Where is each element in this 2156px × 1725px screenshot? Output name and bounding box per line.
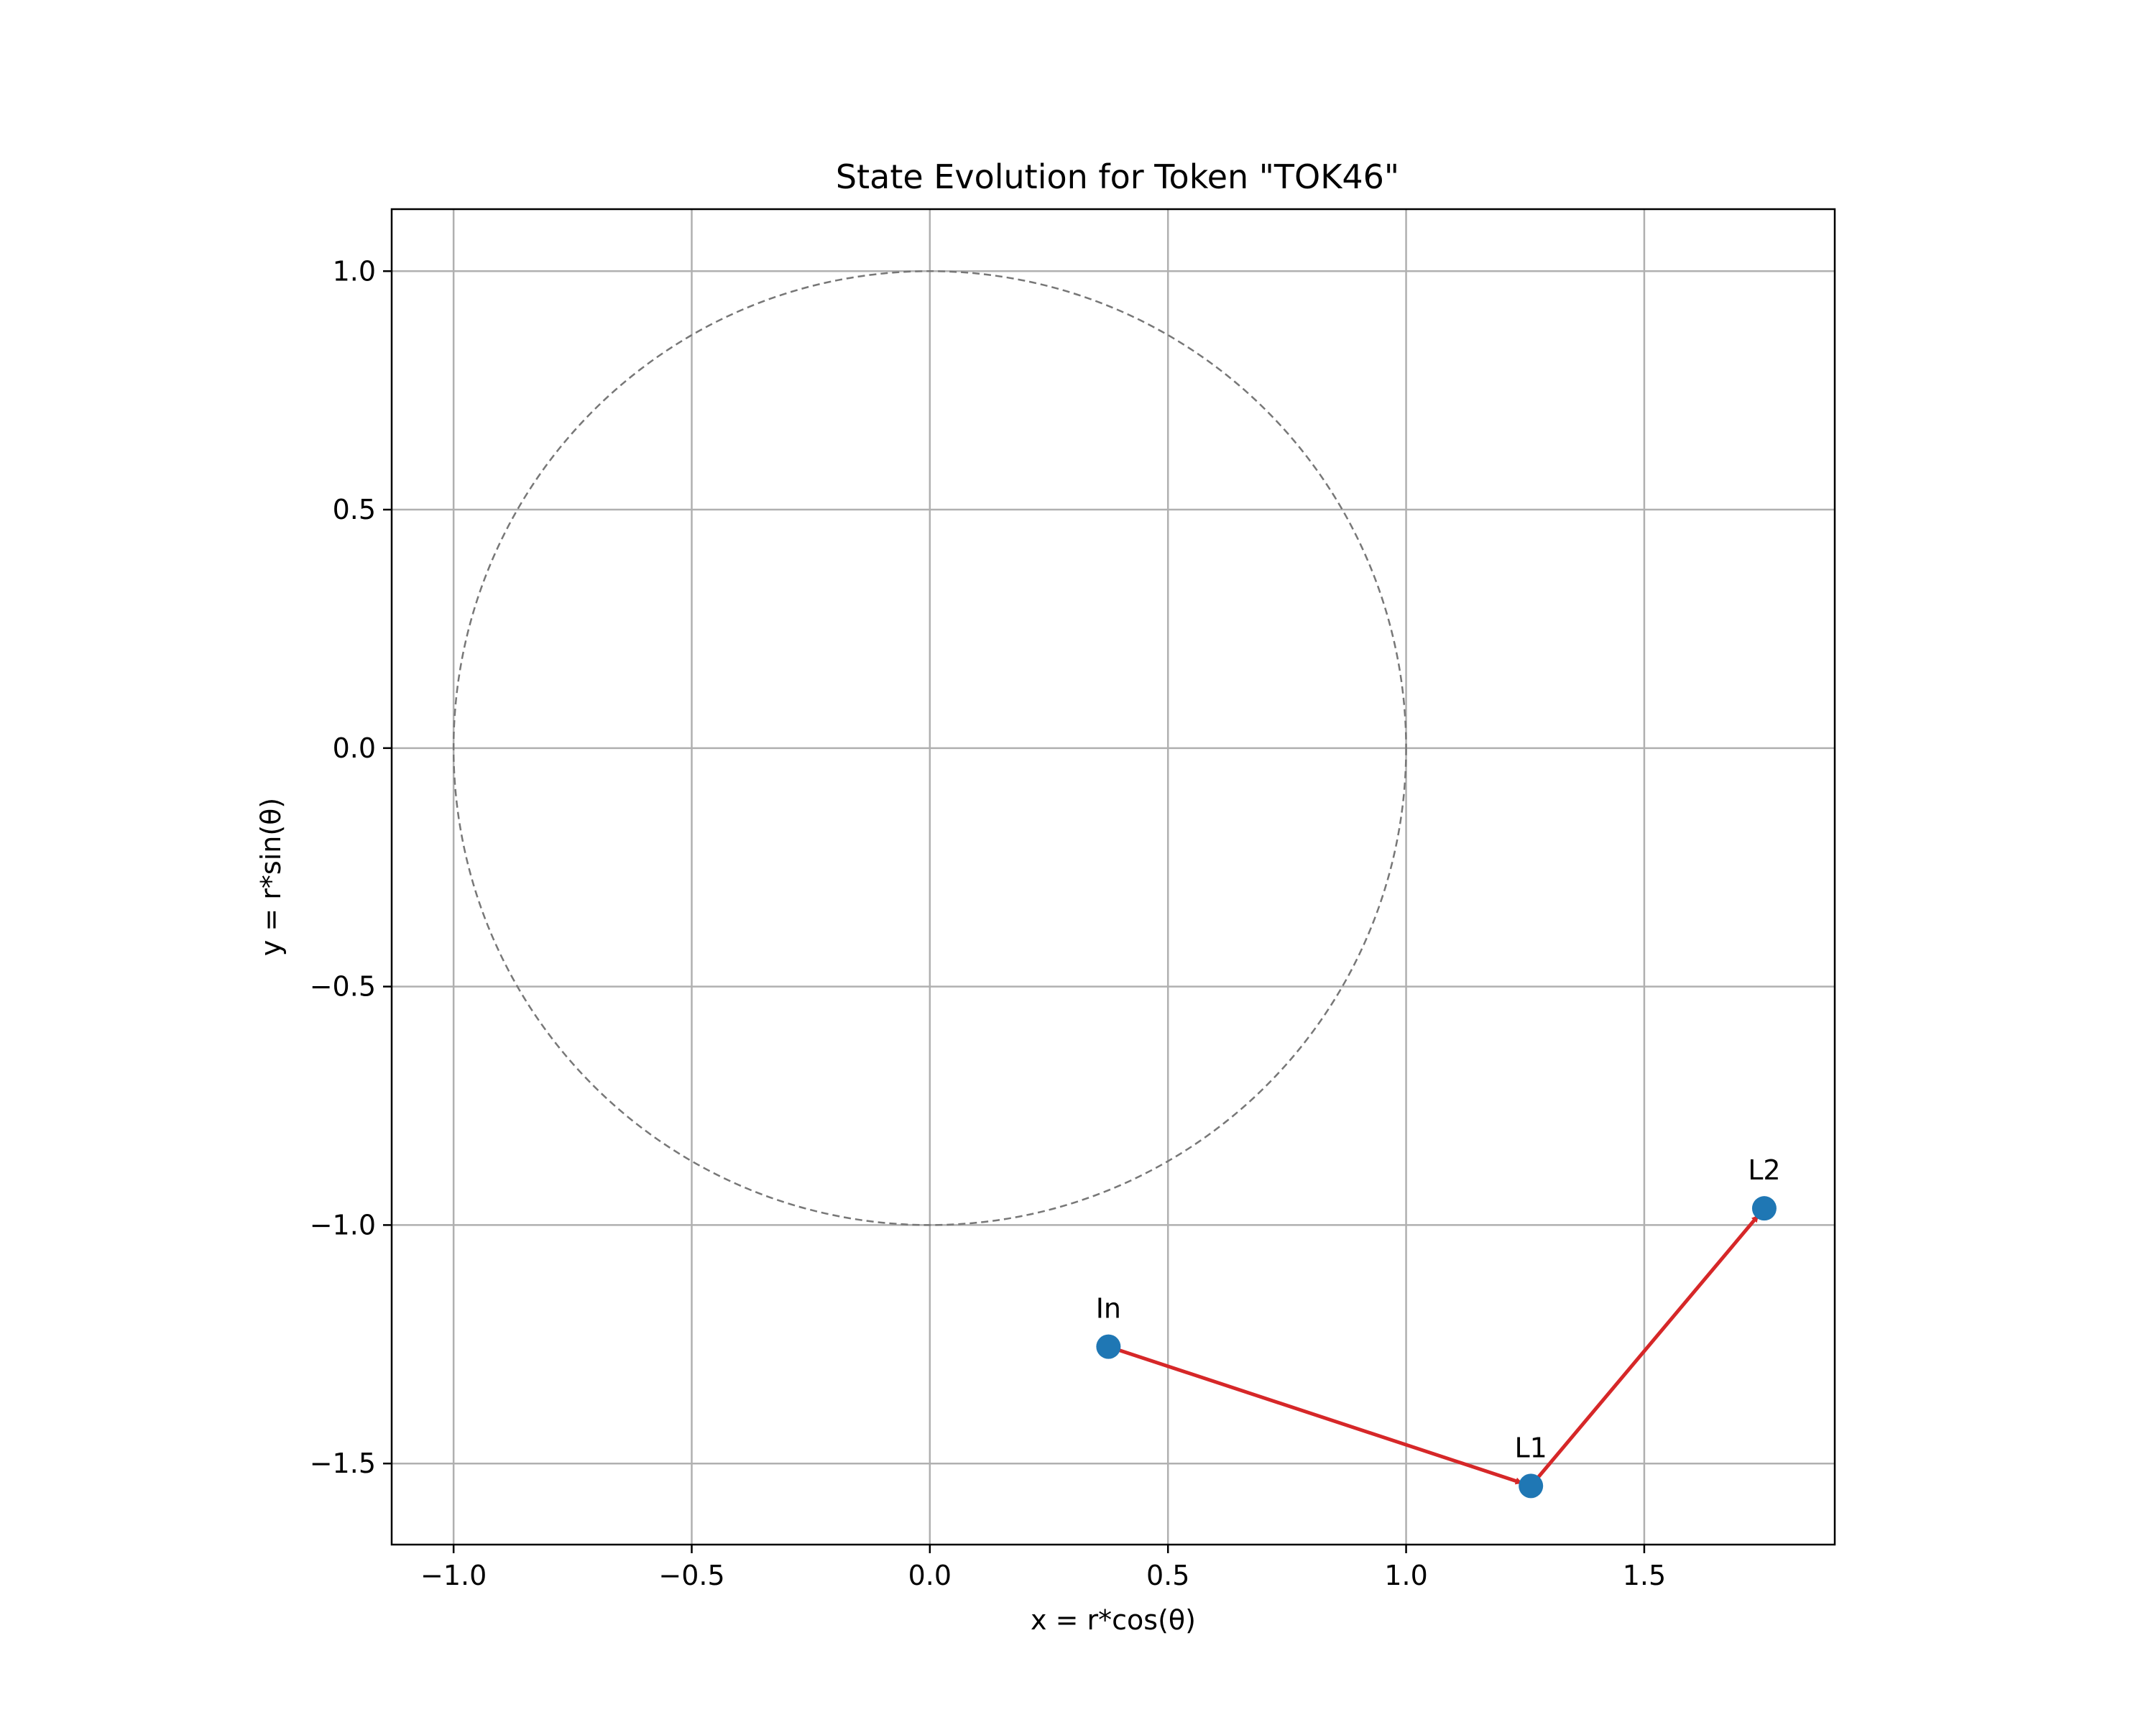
y-tick-label: 0.0 bbox=[333, 732, 376, 764]
y-tick-label: −0.5 bbox=[310, 971, 376, 1003]
y-tick-label: 0.5 bbox=[333, 494, 376, 525]
point-l2 bbox=[1751, 1196, 1777, 1221]
x-tick-label: 0.0 bbox=[908, 1560, 952, 1591]
x-tick-label: 1.5 bbox=[1623, 1560, 1666, 1591]
x-axis-label: x = r*cos(θ) bbox=[1031, 1604, 1196, 1636]
point-in bbox=[1096, 1334, 1121, 1359]
x-tick-label: −0.5 bbox=[658, 1560, 724, 1591]
x-tick-label: 0.5 bbox=[1146, 1560, 1189, 1591]
point-label-l1: L1 bbox=[1515, 1432, 1547, 1463]
reference-circle-layer bbox=[452, 270, 1407, 1226]
chart-title: State Evolution for Token "TOK46" bbox=[836, 157, 1399, 196]
y-tick-label: −1.5 bbox=[310, 1448, 376, 1479]
ticks: −1.0 −0.5 0.0 0.5 1.0 1.5 −1.5 −1.0 −0.5 0.0 0.5 1.… bbox=[310, 255, 1666, 1591]
y-tick-label: 1.0 bbox=[333, 255, 376, 287]
arrow-l1-to-l2 bbox=[1529, 1215, 1759, 1487]
arrow-in-to-l1 bbox=[1107, 1345, 1523, 1485]
arrows bbox=[1107, 1215, 1759, 1487]
point-label-in: In bbox=[1096, 1293, 1121, 1325]
point-label-l2: L2 bbox=[1748, 1154, 1780, 1186]
y-tick-label: −1.0 bbox=[310, 1209, 376, 1241]
points bbox=[1096, 1196, 1777, 1499]
x-tick-label: 1.0 bbox=[1384, 1560, 1427, 1591]
reference-circle bbox=[452, 270, 1407, 1226]
point-labels: In L1 L2 bbox=[1096, 1154, 1781, 1463]
point-l1 bbox=[1519, 1473, 1544, 1499]
x-tick-label: −1.0 bbox=[420, 1560, 487, 1591]
grid bbox=[392, 209, 1835, 1545]
plot-frame bbox=[390, 208, 1836, 1546]
y-axis-label: y = r*sin(θ) bbox=[255, 798, 287, 956]
